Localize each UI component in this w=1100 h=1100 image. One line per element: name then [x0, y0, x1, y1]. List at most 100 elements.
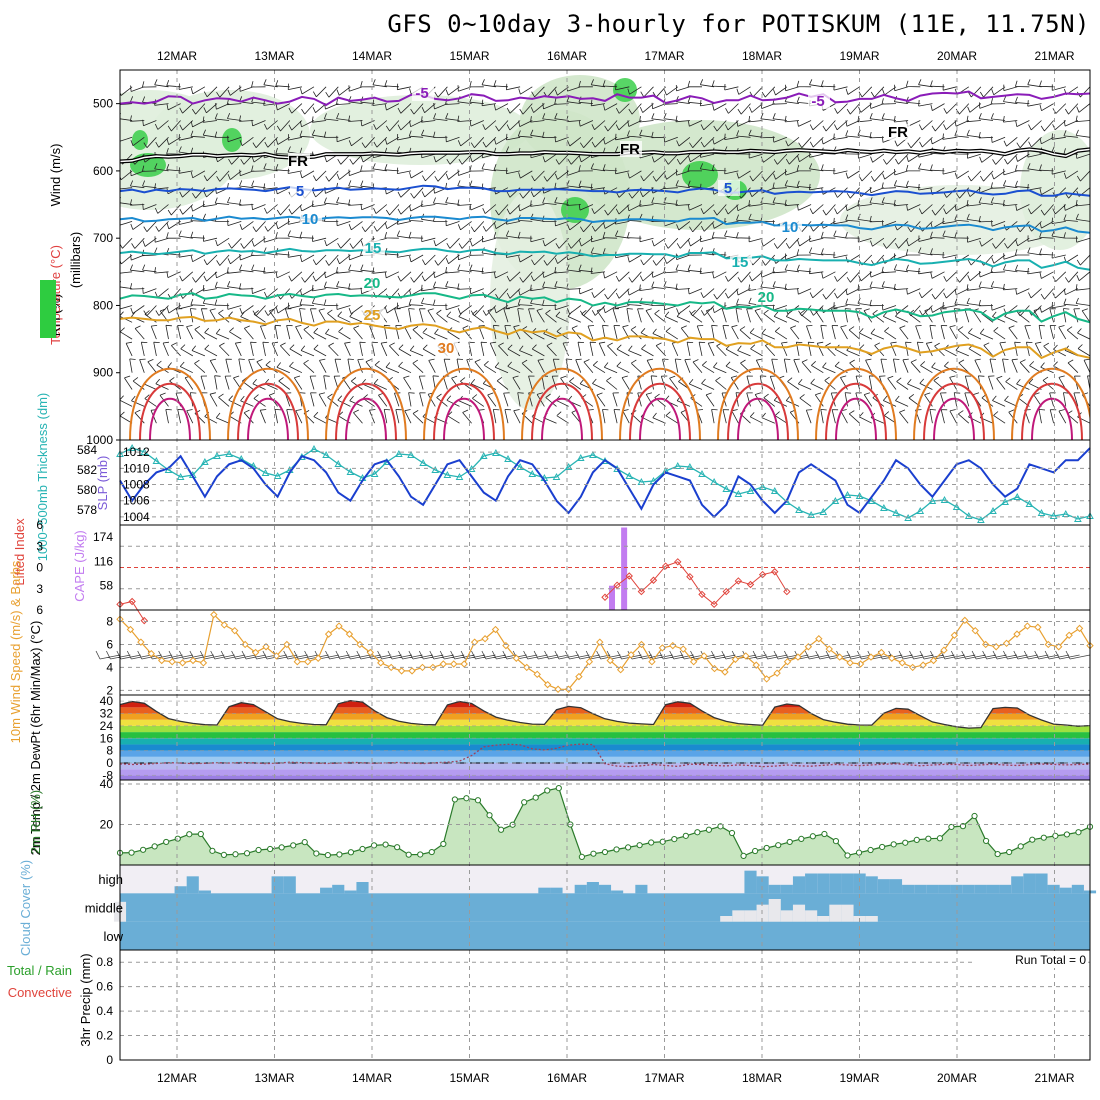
cloud-high-bar	[865, 876, 878, 894]
hot-contour	[541, 397, 583, 440]
rh2m-marker	[740, 852, 747, 859]
thickness-marker	[698, 469, 706, 477]
wind-speed-marker	[721, 668, 729, 676]
wind-speed-marker	[251, 648, 260, 657]
rh-high-cell	[613, 78, 637, 102]
cloud-middle-clear	[744, 910, 757, 922]
wind-speed-marker	[231, 626, 239, 635]
wind-speed-marker	[971, 626, 979, 635]
wind-speed-marker	[366, 648, 375, 657]
wind-speed-marker	[627, 651, 635, 659]
rh2m-marker	[1029, 836, 1036, 843]
cloud-middle-clear	[768, 899, 781, 922]
li-marker	[698, 590, 706, 599]
thickness-marker	[758, 482, 767, 490]
temp-color-band	[120, 700, 1090, 702]
thickness-marker	[686, 462, 694, 470]
temp-color-band	[120, 775, 1090, 780]
temperature-contour-25	[120, 315, 1090, 360]
thickness-marker	[334, 459, 343, 467]
thickness-marker	[892, 508, 900, 516]
rh2m-marker	[139, 846, 147, 853]
contour-label: 20	[758, 289, 775, 306]
li-marker	[783, 587, 791, 596]
wind-speed-marker	[178, 659, 187, 667]
rh2m-marker	[798, 835, 805, 842]
wind-speed-marker	[335, 622, 343, 630]
top-date-label: 13MAR	[254, 49, 294, 63]
rh2m-marker	[220, 851, 228, 858]
hot-contour	[933, 397, 975, 440]
wind-speed-marker	[356, 640, 364, 649]
wind-speed-marker	[877, 648, 886, 657]
cloud-high-bar	[1047, 884, 1060, 894]
rh2m-marker	[255, 846, 262, 854]
cloud-high-bar	[598, 884, 612, 894]
rh2m-marker	[428, 848, 435, 856]
thickness-marker	[431, 465, 440, 473]
rh2m-marker	[544, 787, 551, 794]
contour-label-bg	[808, 93, 830, 109]
chart-title: GFS 0~10day 3-hourly for POTISKUM (11E, …	[387, 10, 1090, 38]
wind-speed-marker	[825, 645, 833, 653]
precip-total-rain-label: Total / Rain	[7, 963, 72, 978]
thickness-marker	[516, 462, 524, 470]
cloud-low-band	[120, 921, 1090, 950]
labels: 12MAR 12MAR 13MAR 13MAR 14MAR 14MAR 15MAR 15MAR…	[7, 49, 1088, 1085]
temp-color-band	[120, 701, 1090, 708]
wind-speed-marker	[147, 649, 155, 658]
precip-convective-label: Convective	[8, 985, 72, 1000]
thickness-marker	[370, 469, 379, 477]
wind-speed-marker	[450, 660, 458, 668]
rh2m-marker	[267, 845, 274, 853]
precip-tick-label: 0.4	[96, 1004, 113, 1018]
contour-label: FR	[888, 124, 908, 141]
hot-contour	[149, 397, 191, 440]
precip-tick-label: 0.2	[96, 1029, 113, 1043]
rh2m-marker	[532, 794, 539, 801]
temp-tick-label: 0	[106, 756, 113, 770]
rh2m-marker	[601, 848, 609, 856]
li-marker	[722, 587, 730, 596]
cape-tick-label: 58	[100, 579, 114, 593]
wind-speed-marker	[992, 643, 1000, 651]
rh2m-marker	[809, 833, 816, 840]
cloud-middle-band	[120, 893, 1090, 922]
contour-label-bg	[718, 180, 740, 196]
temperature-line	[119, 699, 1091, 729]
hot-contour	[815, 367, 897, 440]
wind-speed-marker	[1002, 639, 1011, 648]
wind-speed-marker	[585, 657, 594, 666]
wind-tick-label: 8	[106, 614, 113, 628]
temp-color-band	[120, 750, 1090, 757]
rh2m-marker	[913, 836, 920, 844]
wind-speed-marker	[762, 675, 771, 683]
hot-contour	[521, 367, 603, 440]
hot-contour	[923, 382, 985, 440]
millibars-axis-label: (millibars)	[68, 232, 83, 288]
temp-color-band	[120, 763, 1090, 770]
thickness-marker	[916, 506, 925, 514]
wind-speed-marker	[846, 659, 854, 667]
cloud-high-bar	[756, 876, 769, 894]
hot-contour	[1021, 382, 1083, 440]
contour-label-bg	[362, 275, 384, 291]
thickness-marker	[673, 461, 682, 469]
li-tick-label: 3	[36, 582, 43, 596]
cloud-high-bar	[1035, 873, 1048, 894]
wind-speed-marker	[794, 653, 802, 661]
lifted-index-line	[119, 561, 788, 621]
thickness-marker	[576, 453, 585, 461]
rh2m-marker	[394, 844, 401, 851]
cloud-high-bar	[550, 887, 563, 894]
rh2m-marker	[197, 830, 204, 838]
contour-label-bg	[412, 85, 434, 101]
li-marker	[771, 568, 779, 576]
cloud-middle-clear	[792, 904, 806, 922]
bottom-date-label: 12MAR	[157, 1071, 197, 1085]
rh-shading	[490, 190, 570, 410]
wind-speed-marker	[470, 638, 479, 646]
cloud-high-bar	[829, 873, 842, 894]
wind-speed-marker	[512, 654, 521, 662]
wind-speed-marker	[408, 667, 416, 675]
